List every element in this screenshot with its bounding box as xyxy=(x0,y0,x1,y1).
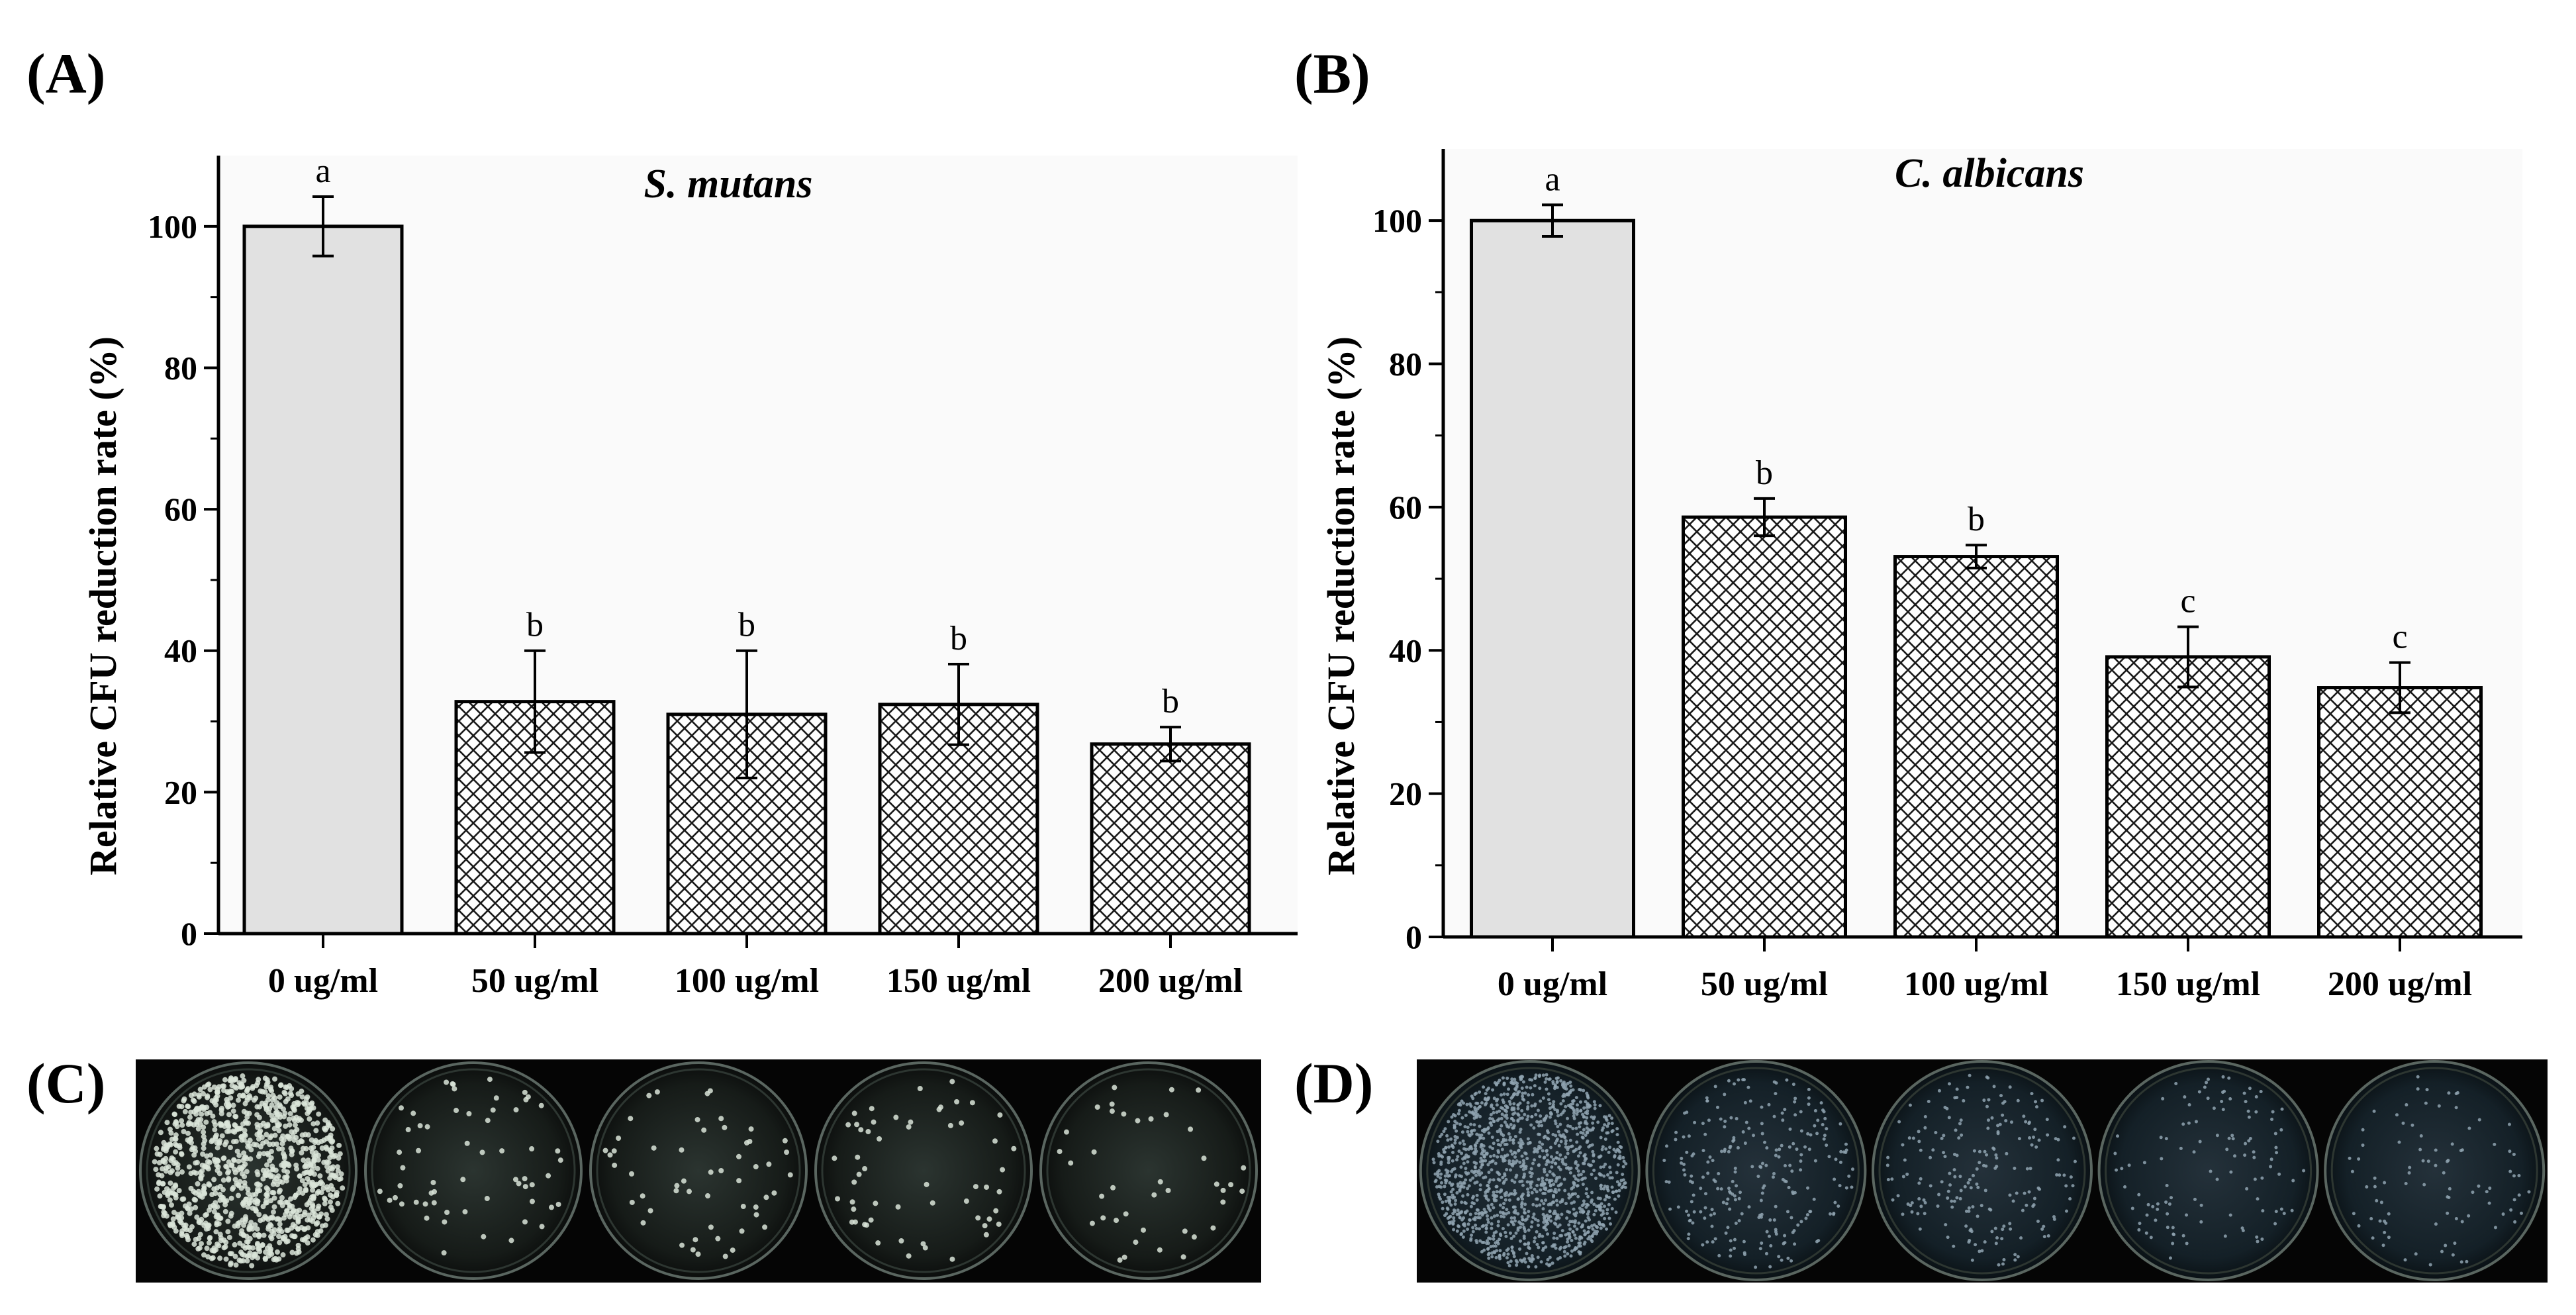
error-bar xyxy=(736,649,757,779)
petri-dish xyxy=(814,1061,1033,1280)
y-tick-label: 20 xyxy=(1389,775,1422,812)
y-axis-label: Relative CFU reduction rate (%) xyxy=(1319,336,1362,875)
y-tick-label: 40 xyxy=(1389,632,1422,669)
x-category-label: 200 ug/ml xyxy=(2328,965,2472,1003)
plate-strip-d xyxy=(1417,1059,2548,1283)
significance-label: c xyxy=(2392,618,2407,656)
y-tick-label: 0 xyxy=(181,915,197,952)
chart-a-s-mutans: S. mutans Relative CFU reduction rate (%… xyxy=(81,152,1298,1000)
y-tick-label: 60 xyxy=(164,491,197,528)
significance-label: b xyxy=(1756,454,1773,492)
petri-dish xyxy=(589,1061,808,1280)
y-axis-label: Relative CFU reduction rate (%) xyxy=(81,336,124,875)
petri-dish xyxy=(139,1061,358,1280)
y-tick-label: 100 xyxy=(148,208,197,245)
chart-b-c-albicans: C. albicans Relative CFU reduction rate … xyxy=(1319,149,2522,1003)
y-tick-label: 80 xyxy=(164,349,197,386)
significance-label: a xyxy=(315,152,330,190)
petri-dish xyxy=(1039,1061,1258,1280)
y-tick-label: 80 xyxy=(1389,346,1422,383)
x-category-label: 50 ug/ml xyxy=(1701,965,1828,1003)
significance-label: b xyxy=(950,620,967,658)
y-tick-label: 0 xyxy=(1406,918,1422,955)
bar xyxy=(1682,515,1847,939)
error-bar xyxy=(524,649,546,754)
bar xyxy=(242,224,404,936)
y-tick-label: 60 xyxy=(1389,489,1422,526)
petri-dish xyxy=(1872,1060,2093,1281)
error-bar xyxy=(1542,203,1563,238)
panel-label-a: (A) xyxy=(26,42,105,105)
x-category-label: 150 ug/ml xyxy=(886,962,1031,1000)
error-bar xyxy=(312,195,334,258)
x-category-label: 100 ug/ml xyxy=(675,962,819,1000)
error-bar xyxy=(1966,544,1987,569)
x-category-label: 50 ug/ml xyxy=(471,962,598,1000)
significance-label: a xyxy=(1545,160,1560,198)
significance-label: c xyxy=(2180,583,2195,620)
error-bar xyxy=(1160,726,1181,763)
y-tick-label: 20 xyxy=(164,773,197,810)
petri-dish xyxy=(2324,1060,2546,1281)
error-bar xyxy=(2389,661,2410,714)
x-category-label: 150 ug/ml xyxy=(2116,965,2260,1003)
significance-label: b xyxy=(526,607,544,644)
bar xyxy=(1893,555,2059,939)
panel-label-c: (C) xyxy=(26,1051,105,1115)
error-bar xyxy=(948,663,969,746)
significance-label: b xyxy=(1162,683,1179,720)
petri-dish xyxy=(1419,1060,1641,1281)
x-category-label: 0 ug/ml xyxy=(268,962,378,1000)
bar xyxy=(2105,655,2271,939)
significance-label: b xyxy=(738,607,755,644)
bar xyxy=(1090,742,1251,936)
petri-dish xyxy=(1645,1060,1867,1281)
petri-dish xyxy=(2097,1060,2319,1281)
plate-strip-c xyxy=(136,1059,1261,1283)
significance-label: b xyxy=(1968,501,1985,538)
petri-dish xyxy=(364,1061,583,1280)
error-bar xyxy=(1754,497,1775,538)
panel-label-d: (D) xyxy=(1294,1051,1373,1115)
x-category-label: 0 ug/ml xyxy=(1498,965,1607,1003)
chart-title: S. mutans xyxy=(644,162,812,207)
chart-title: C. albicans xyxy=(1895,151,2084,196)
y-tick-label: 100 xyxy=(1372,202,1422,239)
x-category-label: 100 ug/ml xyxy=(1904,965,2048,1003)
error-bar xyxy=(2177,625,2199,689)
panel-label-b: (B) xyxy=(1294,42,1370,105)
y-tick-label: 40 xyxy=(164,632,197,669)
bar xyxy=(1470,219,1635,939)
x-category-label: 200 ug/ml xyxy=(1098,962,1243,1000)
bar xyxy=(2317,686,2483,939)
